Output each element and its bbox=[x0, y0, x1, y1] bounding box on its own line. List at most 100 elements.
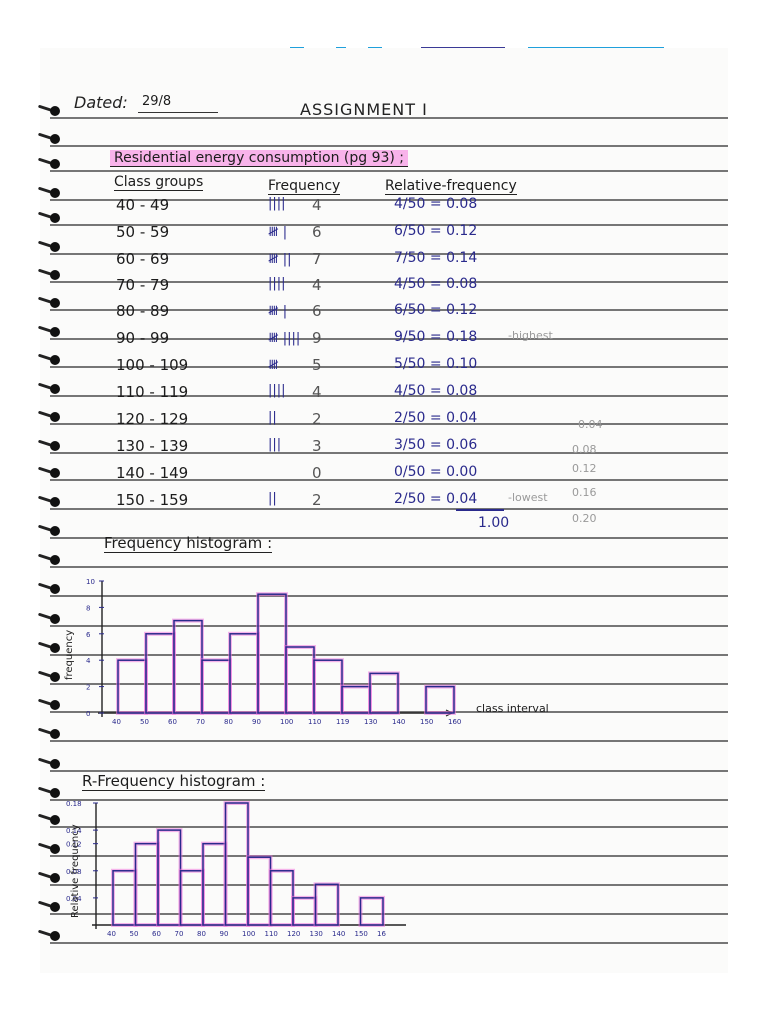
tally-marks-cell: 𝍸 |||| bbox=[268, 331, 301, 346]
binding-ring-icon bbox=[38, 185, 64, 199]
ruled-line bbox=[50, 170, 728, 172]
frequency-cell: 2 bbox=[312, 410, 322, 428]
ruled-line bbox=[50, 683, 728, 685]
pencil-scale-note: 0.20 bbox=[572, 512, 597, 525]
ruled-line bbox=[50, 117, 728, 119]
binding-ring-icon bbox=[38, 669, 64, 683]
tally-marks-cell: 𝍸 bbox=[268, 358, 279, 373]
class-group-cell: 60 - 69 bbox=[116, 250, 170, 268]
frequency-cell: 0 bbox=[312, 464, 322, 482]
pencil-scale-note: 0.16 bbox=[572, 486, 597, 499]
binding-ring-icon bbox=[38, 697, 64, 711]
relative-frequency-cell: 6/50 = 0.12 bbox=[394, 302, 478, 318]
frequency-cell: 4 bbox=[312, 383, 322, 401]
frequency-cell: 7 bbox=[312, 250, 322, 268]
binding-ring-icon bbox=[38, 156, 64, 170]
ruled-line bbox=[50, 338, 728, 340]
binding-ring-icon bbox=[38, 581, 64, 595]
pencil-annotation: -highest bbox=[508, 329, 553, 342]
ruled-line bbox=[50, 395, 728, 397]
binding-ring-icon bbox=[38, 899, 64, 913]
ruled-line bbox=[50, 566, 728, 568]
relative-frequency-cell: 4/50 = 0.08 bbox=[394, 276, 478, 292]
binding-ring-icon bbox=[38, 841, 64, 855]
class-group-cell: 80 - 89 bbox=[116, 302, 170, 320]
relative-frequency-cell: 4/50 = 0.08 bbox=[394, 383, 478, 399]
binding-ring-icon bbox=[38, 552, 64, 566]
ruled-line bbox=[50, 855, 728, 857]
frequency-cell: 5 bbox=[312, 356, 322, 374]
class-group-cell: 50 - 59 bbox=[116, 223, 170, 241]
relative-frequency-cell: 2/50 = 0.04 bbox=[394, 410, 478, 426]
class-group-cell: 130 - 139 bbox=[116, 437, 189, 455]
ruled-line bbox=[50, 309, 728, 311]
frequency-cell: 6 bbox=[312, 302, 322, 320]
relative-frequency-cell: 7/50 = 0.14 bbox=[394, 250, 478, 266]
tally-marks-cell: |||| bbox=[268, 196, 286, 211]
binding-ring-icon bbox=[38, 409, 64, 423]
binding-ring-icon bbox=[38, 812, 64, 826]
binding-ring-icon bbox=[38, 324, 64, 338]
binding-ring-icon bbox=[38, 756, 64, 770]
tally-marks-cell: 𝍸 | bbox=[268, 304, 288, 319]
class-group-cell: 70 - 79 bbox=[116, 276, 170, 294]
binding-ring-icon bbox=[38, 381, 64, 395]
ruled-line bbox=[50, 423, 728, 425]
class-group-cell: 90 - 99 bbox=[116, 329, 170, 347]
ruled-line bbox=[50, 595, 728, 597]
pencil-scale-note: 0.08 bbox=[572, 443, 597, 456]
ruled-line bbox=[50, 479, 728, 481]
relative-frequency-cell: 0/50 = 0.00 bbox=[394, 464, 478, 480]
class-group-cell: 140 - 149 bbox=[116, 464, 189, 482]
tally-marks-cell: |||| bbox=[268, 276, 286, 291]
binding-ring-icon bbox=[38, 726, 64, 740]
section-title: Residential energy consumption (pg 93) ; bbox=[110, 150, 409, 167]
binding-ring-icon bbox=[38, 611, 64, 625]
tally-marks-cell: || bbox=[268, 410, 277, 425]
frequency-cell: 2 bbox=[312, 491, 322, 509]
frequency-cell: 9 bbox=[312, 329, 322, 347]
column-header-relative-frequency: Relative-frequency bbox=[385, 178, 517, 195]
relative-frequency-cell: 6/50 = 0.12 bbox=[394, 223, 478, 239]
ruled-line bbox=[50, 740, 728, 742]
tally-marks-cell: 𝍸 || bbox=[268, 252, 292, 267]
class-group-cell: 100 - 109 bbox=[116, 356, 189, 374]
ruled-line bbox=[50, 224, 728, 226]
relative-frequency-cell: 9/50 = 0.18 bbox=[394, 329, 478, 345]
frequency-histogram-title: Frequency histogram : bbox=[104, 534, 273, 553]
frequency-cell: 4 bbox=[312, 196, 322, 214]
ruled-line bbox=[50, 799, 728, 801]
binding-ring-icon bbox=[38, 267, 64, 281]
relative-frequency-cell: 4/50 = 0.08 bbox=[394, 196, 478, 212]
frequency-cell: 6 bbox=[312, 223, 322, 241]
tally-marks-cell: ||| bbox=[268, 437, 282, 452]
tally-marks-cell: |||| bbox=[268, 383, 286, 398]
notebook-page bbox=[40, 48, 728, 973]
binding-ring-icon bbox=[38, 131, 64, 145]
relative-frequency-cell: 2/50 = 0.04 bbox=[394, 491, 478, 507]
pencil-scale-note: 0.12 bbox=[572, 462, 597, 475]
date-value: 29/8 bbox=[142, 94, 172, 109]
x-axis-label-class-interval: class interval bbox=[476, 702, 549, 715]
relative-frequency-total: 1.00 bbox=[478, 515, 510, 531]
ruled-line bbox=[50, 654, 728, 656]
binding-ring-icon bbox=[38, 870, 64, 884]
binding-ring-icon bbox=[38, 494, 64, 508]
column-header-class-groups: Class groups bbox=[114, 174, 204, 191]
ruled-line bbox=[50, 253, 728, 255]
relative-frequency-histogram-title: R-Frequency histogram : bbox=[82, 772, 266, 791]
ruled-line bbox=[50, 145, 728, 147]
binding-ring-icon bbox=[38, 239, 64, 253]
ruled-line bbox=[50, 281, 728, 283]
relative-frequency-cell: 3/50 = 0.06 bbox=[394, 437, 478, 453]
class-group-cell: 40 - 49 bbox=[116, 196, 170, 214]
ruled-line bbox=[50, 452, 728, 454]
binding-ring-icon bbox=[38, 438, 64, 452]
binding-ring-icon bbox=[38, 352, 64, 366]
ruled-line bbox=[50, 625, 728, 627]
pencil-annotation: -lowest bbox=[508, 491, 548, 504]
relative-frequency-cell: 5/50 = 0.10 bbox=[394, 356, 478, 372]
total-underline bbox=[456, 509, 504, 511]
ruled-line bbox=[50, 913, 728, 915]
ruled-line bbox=[50, 366, 728, 368]
